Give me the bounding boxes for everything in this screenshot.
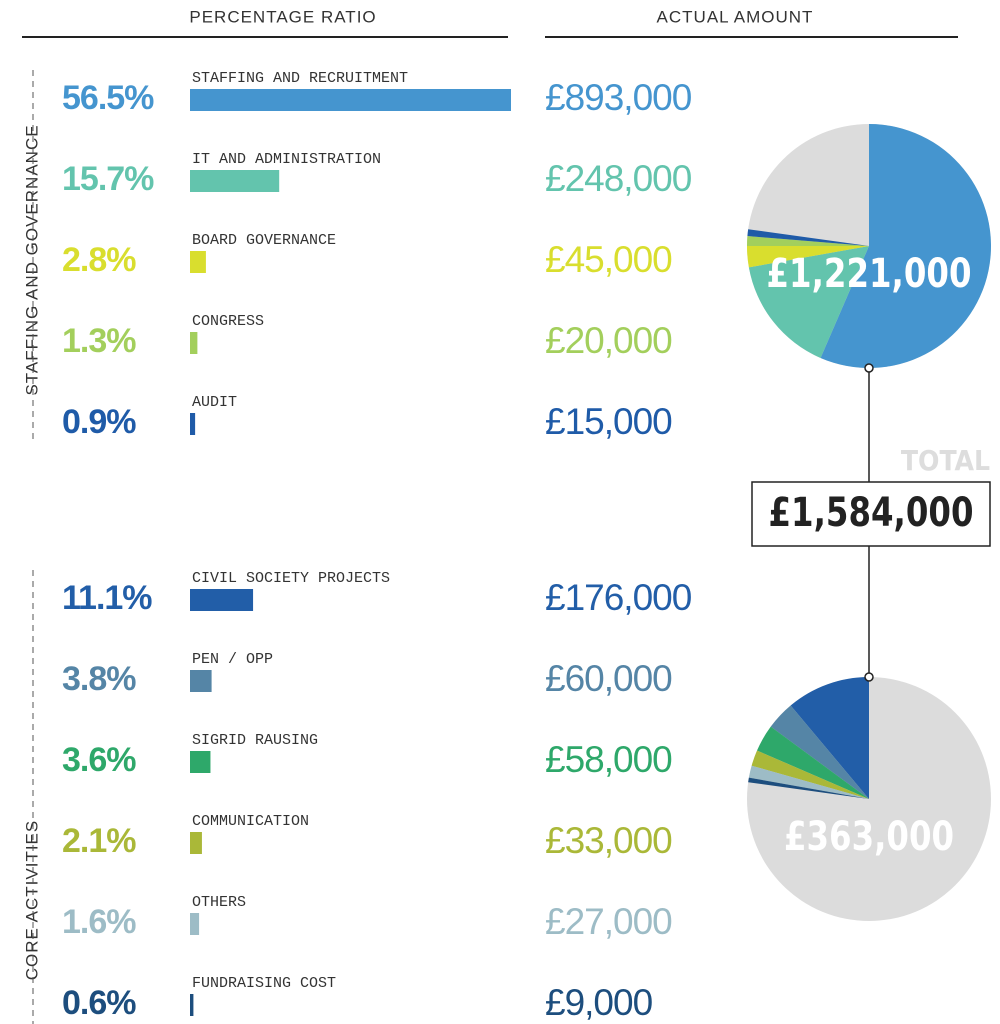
percent-label: 1.6% <box>62 903 136 941</box>
category-label: CIVIL SOCIETY PROJECTS <box>192 570 390 587</box>
percent-label: 3.6% <box>62 741 136 779</box>
pie-slice <box>748 765 869 799</box>
bar <box>190 832 202 854</box>
group-total: £1,221,000 <box>767 251 972 297</box>
pie-slice <box>748 777 869 799</box>
pie-slice <box>748 246 869 358</box>
pie-slice <box>790 677 869 799</box>
bar <box>190 251 206 273</box>
bar <box>190 332 198 354</box>
amount-label: £15,000 <box>545 401 672 442</box>
bar <box>190 751 211 773</box>
total-value: £1,584,000 <box>769 490 974 536</box>
percent-label: 2.8% <box>62 241 136 279</box>
category-label: STAFFING AND RECRUITMENT <box>192 70 408 87</box>
amount-label: £20,000 <box>545 320 672 361</box>
percent-label: 11.1% <box>62 579 152 617</box>
amount-label: £58,000 <box>545 739 672 780</box>
bar <box>190 670 212 692</box>
amount-label: £893,000 <box>545 77 692 118</box>
category-label: IT AND ADMINISTRATION <box>192 151 381 168</box>
connector-dot <box>864 363 874 373</box>
category-label: FUNDRAISING COST <box>192 975 336 992</box>
percent-label: 3.8% <box>62 660 136 698</box>
amount-label: £45,000 <box>545 239 672 280</box>
bar <box>190 994 194 1016</box>
pie-slice <box>747 236 869 246</box>
header-percentage: PERCENTAGE RATIO <box>189 7 376 26</box>
percent-label: 0.9% <box>62 403 136 441</box>
percent-label: 56.5% <box>62 79 154 117</box>
category-label: COMMUNICATION <box>192 813 309 830</box>
header-amount: ACTUAL AMOUNT <box>657 7 814 26</box>
amount-label: £33,000 <box>545 820 672 861</box>
amount-label: £60,000 <box>545 658 672 699</box>
percent-label: 1.3% <box>62 322 136 360</box>
category-label: PEN / OPP <box>192 651 273 668</box>
percent-label: 15.7% <box>62 160 154 198</box>
category-label: BOARD GOVERNANCE <box>192 232 336 249</box>
connector-dot <box>864 672 874 682</box>
category-label: SIGRID RAUSING <box>192 732 318 749</box>
group-label: CORE ACTIVITIES <box>22 820 41 980</box>
category-label: AUDIT <box>192 394 237 411</box>
group-total: £363,000 <box>784 814 954 860</box>
pie-slice <box>747 229 869 246</box>
bar <box>190 170 280 192</box>
pie-slice <box>770 705 869 799</box>
category-label: OTHERS <box>192 894 246 911</box>
total-title: TOTAL <box>901 444 990 477</box>
bar <box>190 913 200 935</box>
amount-label: £27,000 <box>545 901 672 942</box>
group-label: STAFFING AND GOVERNANCE <box>22 124 41 395</box>
pie-slice <box>747 246 869 268</box>
total-box <box>751 481 991 547</box>
bar <box>190 413 196 435</box>
amount-label: £248,000 <box>545 158 692 199</box>
amount-label: £176,000 <box>545 577 692 618</box>
amount-label: £9,000 <box>545 982 653 1023</box>
pie-slice <box>820 124 992 368</box>
pie-slice <box>751 750 869 799</box>
percent-label: 2.1% <box>62 822 136 860</box>
pie-slice <box>757 726 869 799</box>
bar <box>190 589 254 611</box>
percent-label: 0.6% <box>62 984 136 1022</box>
bar <box>190 89 511 111</box>
category-label: CONGRESS <box>192 313 264 330</box>
